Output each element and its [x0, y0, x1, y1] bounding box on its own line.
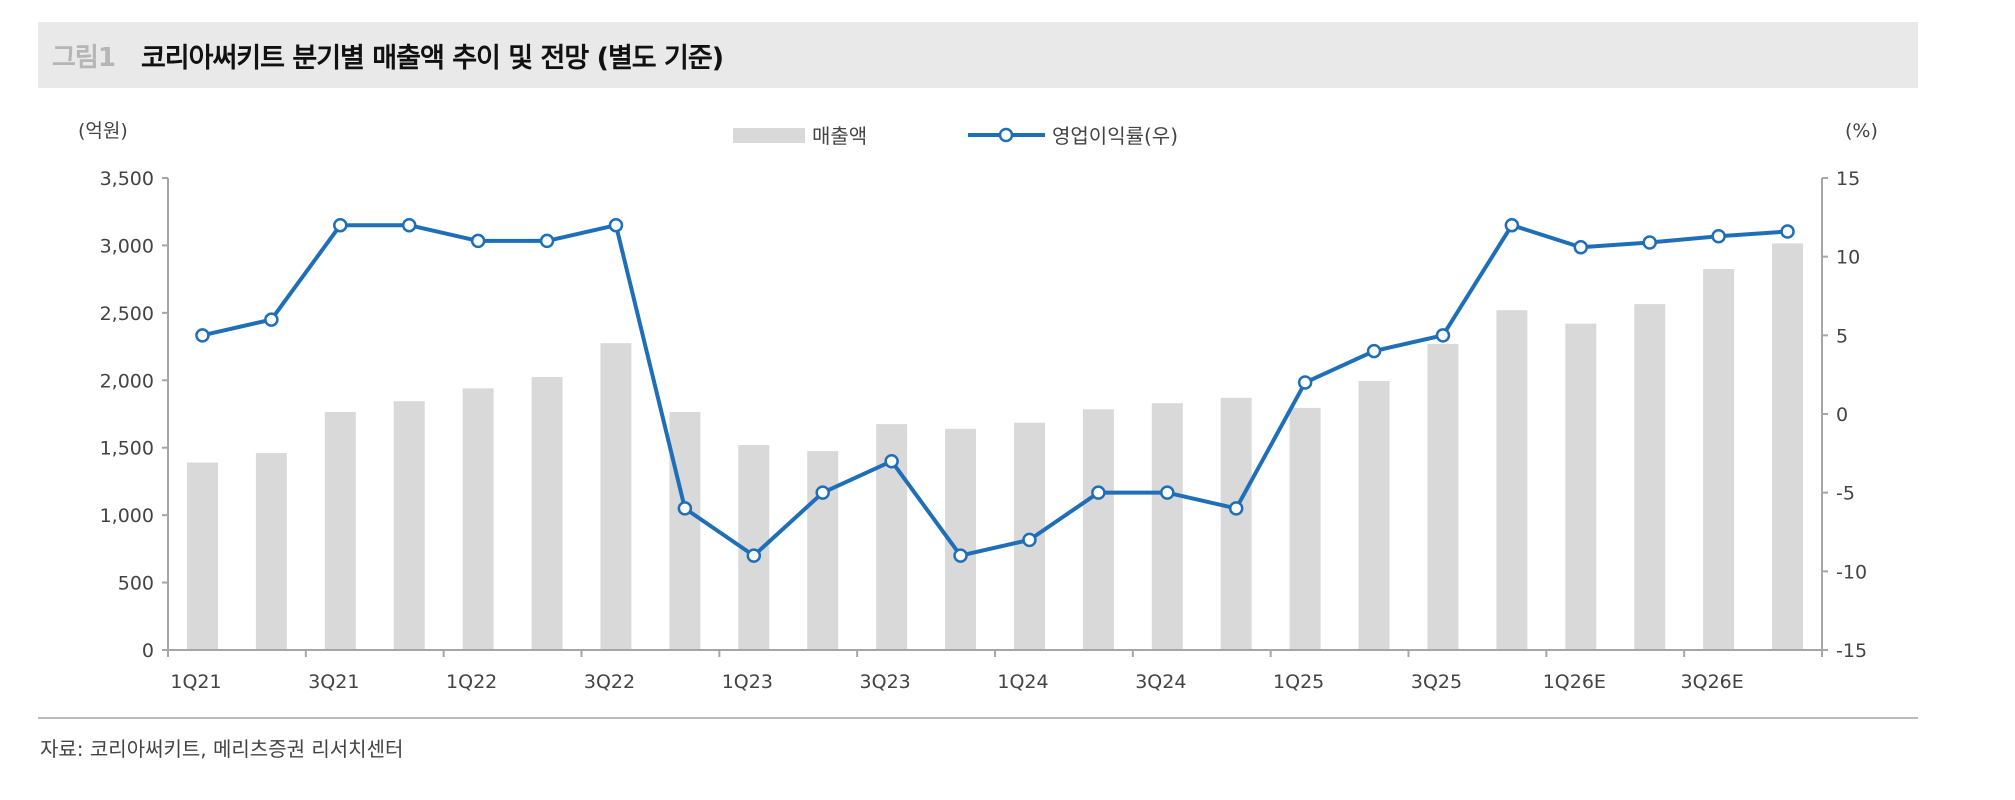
- margin-marker: [953, 548, 968, 563]
- revenue-bar: [1289, 407, 1321, 650]
- x-axis-tick-label: 3Q23: [860, 671, 911, 693]
- x-axis-tick-label: 1Q22: [446, 671, 497, 693]
- revenue-bar: [1427, 343, 1459, 650]
- margin-marker: [1780, 224, 1795, 239]
- margin-marker: [1297, 375, 1313, 390]
- revenue-bar: [1772, 243, 1804, 651]
- revenue-bar: [1082, 409, 1114, 650]
- margin-marker: [195, 328, 210, 343]
- right-axis-tick-label: 0: [1836, 404, 1848, 426]
- margin-marker: [1711, 228, 1726, 244]
- left-axis-tick-label: 500: [118, 573, 154, 595]
- right-axis-tick-label: 10: [1836, 247, 1860, 269]
- revenue-bar: [1496, 310, 1528, 650]
- margin-marker: [470, 233, 486, 249]
- margin-marker: [1504, 217, 1520, 233]
- revenue-bar: [669, 411, 701, 650]
- revenue-bar: [255, 453, 287, 650]
- right-axis-tick-label: 15: [1836, 168, 1860, 190]
- left-axis-tick-label: 0: [142, 640, 154, 662]
- revenue-bar: [186, 462, 218, 650]
- right-axis-tick-label: -10: [1836, 561, 1867, 583]
- x-axis-tick-label: 1Q26E: [1543, 671, 1606, 693]
- margin-marker: [1573, 239, 1589, 255]
- chart-axes: 0 500 1,000 1,500 2,000 2,500 3,000 3,500 -15 -10…: [100, 168, 1867, 693]
- revenue-bar: [1151, 403, 1183, 650]
- x-axis-tick-label: 3Q22: [584, 671, 635, 693]
- x-axis-tick-label: 3Q21: [308, 671, 359, 693]
- margin-marker: [608, 217, 624, 233]
- left-axis-tick-label: 1,500: [100, 438, 154, 460]
- left-axis-unit: (억원): [78, 120, 128, 142]
- x-axis-tick-label: 3Q24: [1135, 671, 1186, 693]
- x-axis-tick-label: 1Q24: [997, 671, 1048, 693]
- margin-marker: [264, 312, 279, 327]
- revenue-bar: [807, 451, 839, 650]
- revenue-bar: [1358, 380, 1390, 650]
- margin-marker: [1022, 532, 1037, 548]
- margin-marker: [1642, 235, 1657, 250]
- figure-number: 그림1: [52, 42, 116, 73]
- left-axis-tick-label: 1,000: [100, 505, 154, 527]
- margin-marker: [401, 217, 417, 233]
- x-axis-tick-label: 3Q25: [1411, 671, 1462, 693]
- revenue-bar: [1634, 304, 1666, 650]
- right-axis-unit: (%): [1845, 120, 1878, 142]
- legend-revenue-swatch: [733, 128, 805, 143]
- source-note: 자료: 코리아써키트, 메리츠증권 리서치센터: [40, 737, 404, 761]
- margin-marker: [539, 233, 555, 249]
- left-axis-tick-label: 3,000: [100, 235, 154, 257]
- x-axis-tick-label: 3Q26E: [1681, 671, 1744, 693]
- revenue-bar: [600, 343, 632, 650]
- revenue-bar: [1565, 323, 1597, 650]
- margin-marker: [1228, 501, 1244, 516]
- revenue-bar: [324, 411, 356, 650]
- legend-revenue-label: 매출액: [812, 124, 867, 148]
- revenue-bar: [1703, 269, 1735, 650]
- left-axis-tick-label: 2,500: [100, 303, 154, 325]
- margin-marker: [1366, 343, 1382, 359]
- left-axis-tick-label: 2,000: [100, 370, 154, 392]
- operating-margin-line: [195, 217, 1795, 563]
- margin-line-path: [202, 223, 1788, 558]
- x-axis-tick-label: 1Q21: [170, 671, 221, 693]
- chart-title: 코리아써키트 분기별 매출액 추이 및 전망 (별도 기준): [140, 42, 724, 74]
- left-axis-tick-label: 3,500: [100, 168, 154, 190]
- margin-marker: [1091, 485, 1106, 500]
- margin-marker: [333, 217, 348, 233]
- legend-margin-label: 영업이익률(우): [1052, 124, 1178, 148]
- figure-title-bar: 그림1 코리아써키트 분기별 매출액 추이 및 전망 (별도 기준): [38, 22, 1918, 88]
- revenue-bar: [393, 401, 425, 650]
- margin-marker: [815, 485, 830, 500]
- margin-marker: [1435, 328, 1451, 343]
- margin-marker: [677, 501, 693, 516]
- right-axis-tick-label: 5: [1836, 325, 1848, 347]
- revenue-bar: [531, 376, 563, 650]
- revenue-bar: [462, 388, 494, 650]
- x-axis-tick-label: 1Q25: [1273, 671, 1324, 693]
- margin-marker: [1160, 485, 1175, 500]
- right-axis-tick-label: -5: [1836, 483, 1855, 505]
- footer-divider: [38, 717, 1918, 719]
- revenue-bar: [1220, 397, 1252, 650]
- chart-legend: 매출액 영업이익률(우): [733, 124, 1178, 148]
- right-axis-tick-label: -15: [1836, 640, 1867, 662]
- margin-marker: [746, 548, 762, 563]
- revenue-bars: [186, 243, 1804, 651]
- legend-margin-marker-icon: [998, 127, 1014, 143]
- x-axis-tick-label: 1Q23: [722, 671, 773, 693]
- margin-marker: [884, 453, 899, 469]
